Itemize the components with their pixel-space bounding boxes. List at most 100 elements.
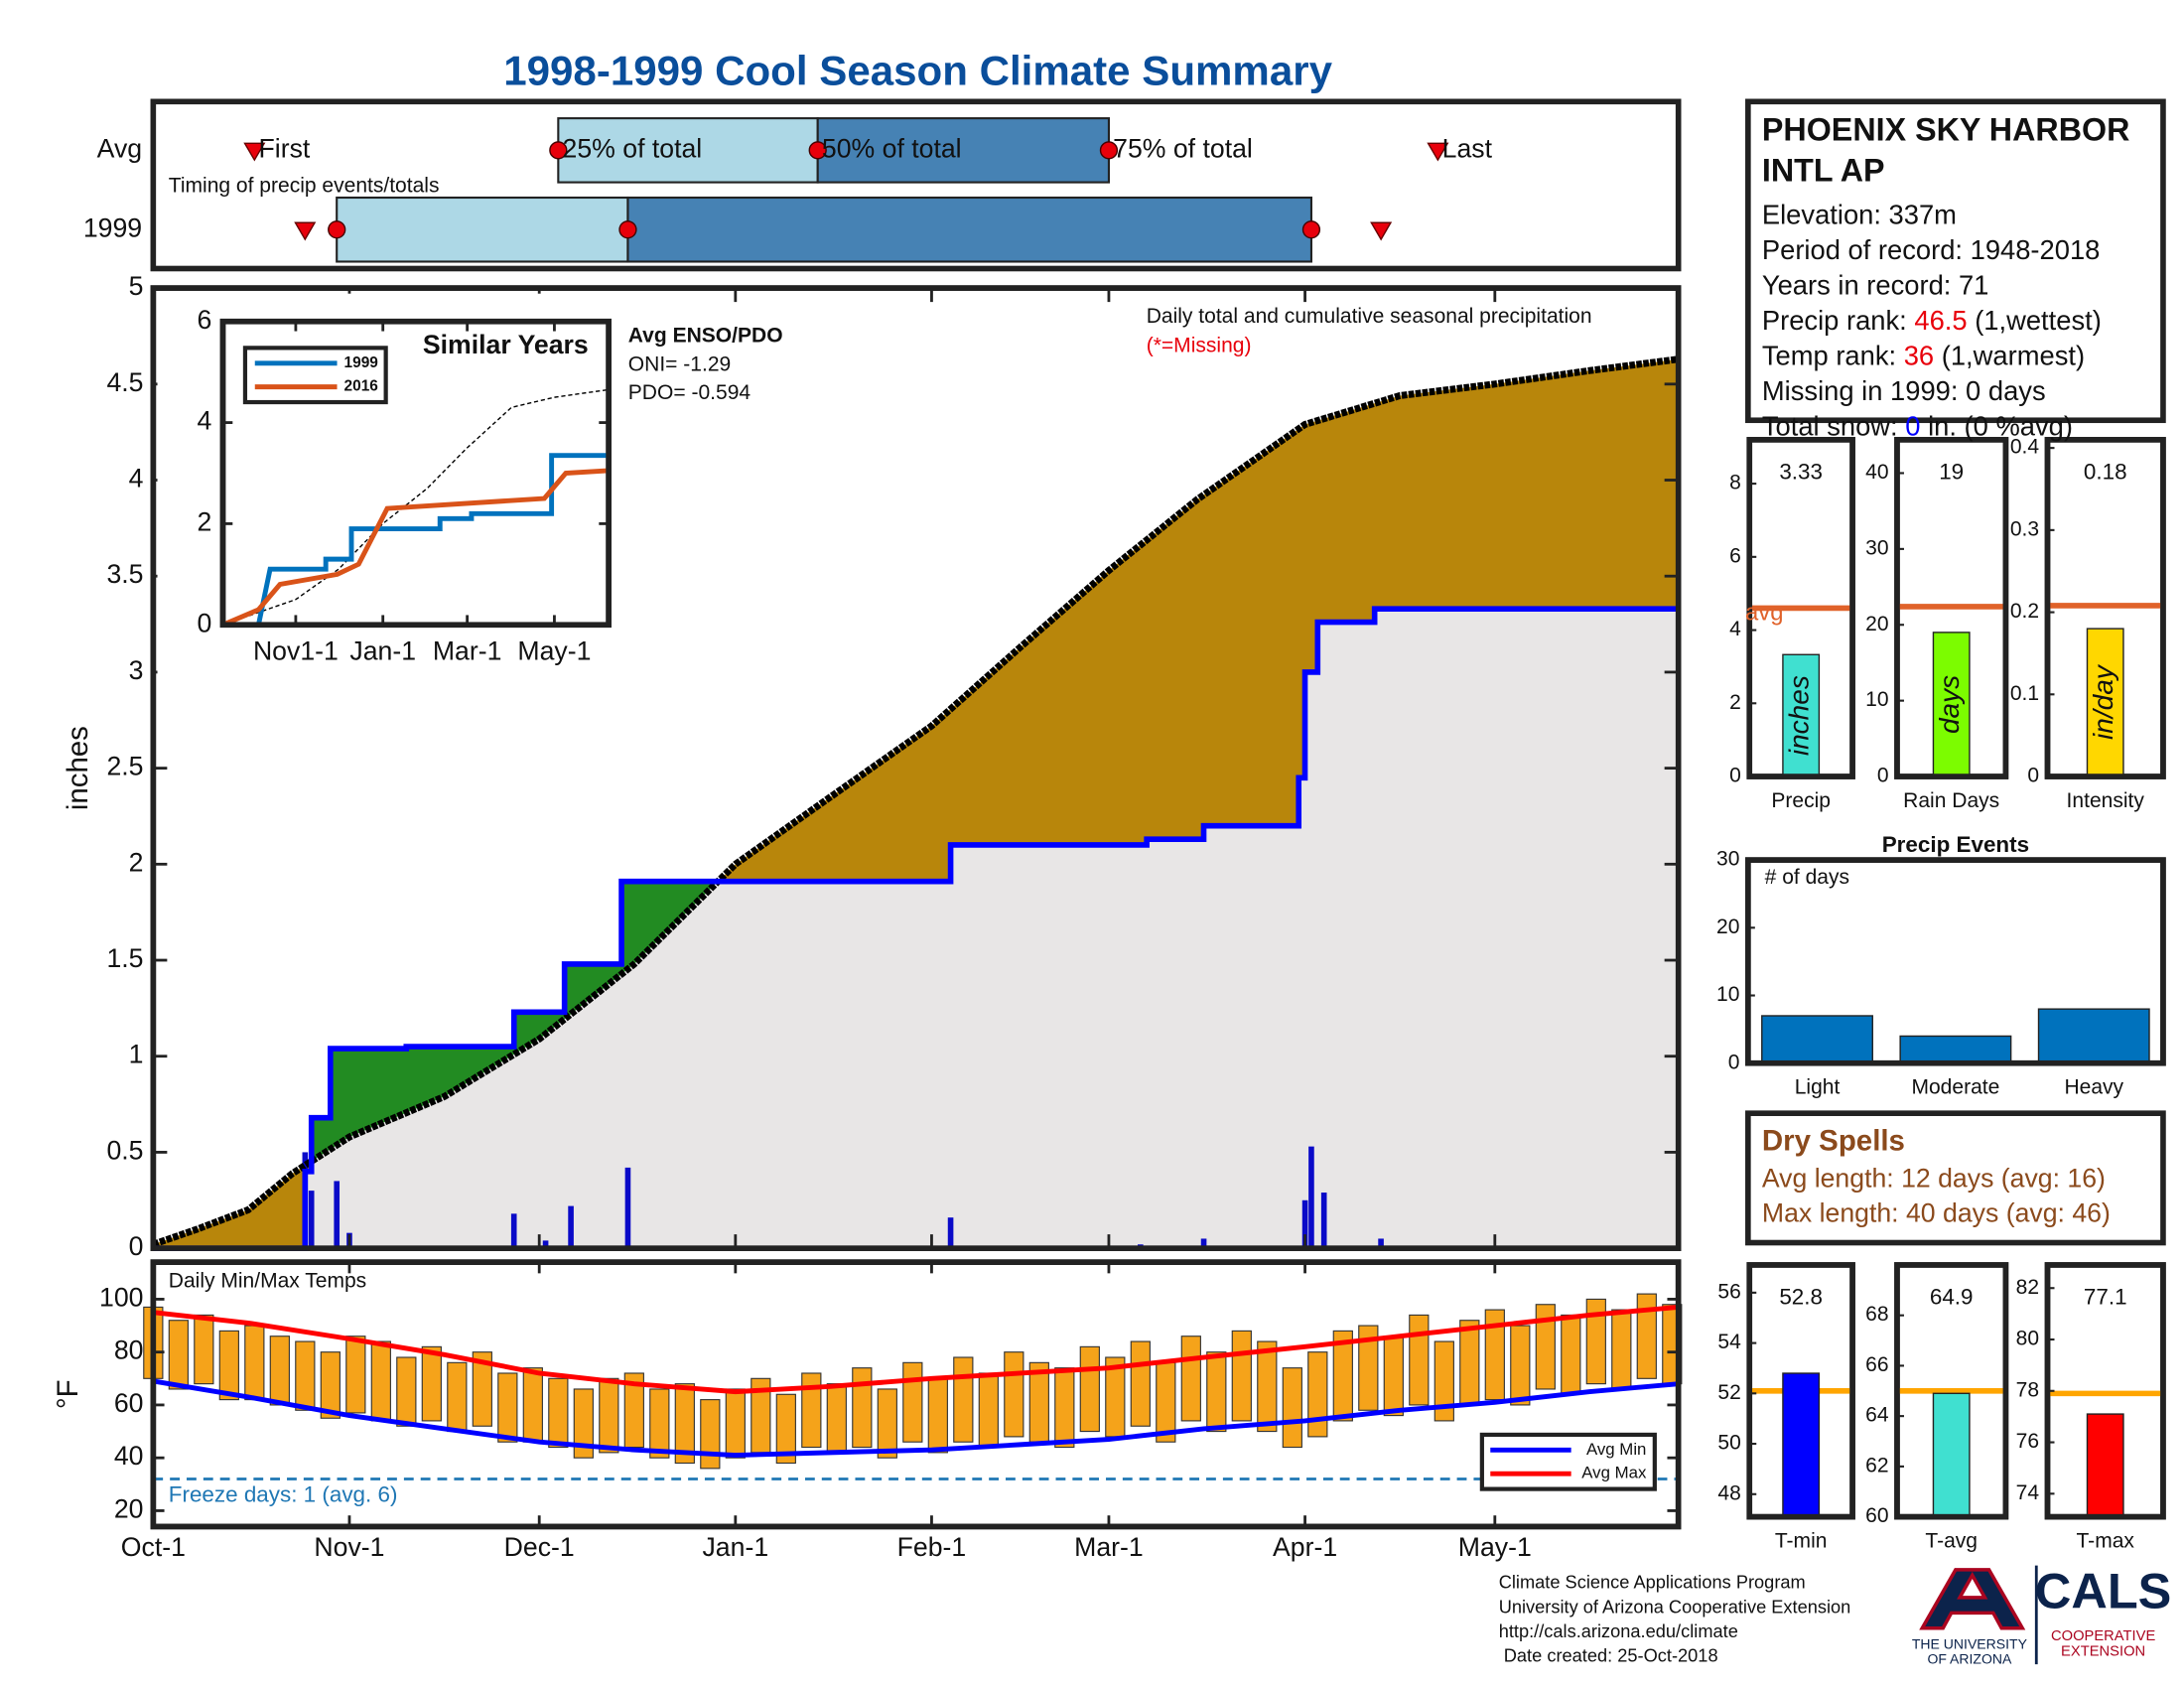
average-temp-line [152, 1378, 1679, 1458]
temp-range-bar [1433, 1340, 1454, 1422]
value-label: 64.9 [1930, 1285, 1974, 1310]
y-tick-label: 0.2 [2010, 600, 2039, 623]
daily-bar [1200, 1238, 1207, 1249]
value-label: 52.8 [1779, 1285, 1823, 1310]
legend-box [1479, 1432, 1657, 1491]
station-text: Total snow: [1762, 411, 1905, 442]
y-tick-label: 5 [129, 271, 144, 301]
value-label: 77.1 [2084, 1285, 2127, 1310]
temp-range-bar [244, 1325, 265, 1401]
legend-label: Avg Min [1586, 1440, 1646, 1459]
temp-range-bar [623, 1372, 644, 1449]
station-text: Elevation: 337m [1762, 200, 1957, 230]
temp-range-bar [472, 1351, 492, 1427]
event-marker [1370, 221, 1393, 241]
extension-name: COOPERATIVE [2051, 1628, 2155, 1644]
daily-bar [1301, 1199, 1308, 1249]
station-line: Period of record: 1948-2018 [1762, 234, 2101, 265]
category-label: Intensity [2067, 789, 2145, 812]
bar-unit-label: days [1934, 675, 1965, 734]
station-panel [1745, 98, 2166, 424]
y-tick-label: 1 [129, 1040, 144, 1069]
legend-box [242, 346, 388, 405]
daily-bar [1308, 1146, 1314, 1249]
station-name: INTL AP [1762, 152, 1885, 188]
bar [1782, 1372, 1821, 1518]
x-tick-label: Nov-1 [314, 1532, 384, 1562]
annotation: Daily total and cumulative seasonal prec… [1147, 305, 1592, 328]
y-tick-label: 4 [129, 464, 144, 493]
quartile-box [336, 196, 629, 263]
y-tick-label: 82 [2016, 1276, 2039, 1299]
y-tick-label: 0 [1877, 765, 1889, 787]
y-tick-label: 6 [197, 305, 211, 335]
station-text: Missing in 1999: 0 days [1762, 375, 2046, 406]
y-tick-label: 8 [1729, 472, 1741, 494]
temp-range-bar [1409, 1314, 1430, 1406]
quartile-box [816, 117, 1110, 184]
value-label: 0.18 [2084, 459, 2127, 484]
y-tick-label: 0 [1728, 1051, 1740, 1073]
footer-line: Climate Science Applications Program [1499, 1573, 1806, 1593]
temp-range-bar [725, 1388, 746, 1459]
temp-range-bar [1358, 1325, 1379, 1411]
station-text: Years in record: 71 [1762, 270, 1989, 301]
station-text: (1,wettest) [1968, 305, 2102, 336]
station-text: (1,warmest) [1934, 341, 2085, 371]
bar [2086, 628, 2124, 777]
temp-range-bar [1004, 1351, 1024, 1438]
station-line: Total snow: 0 in. (0 %avg) [1762, 411, 2073, 442]
event-marker [243, 142, 266, 162]
x-tick-label: Dec-1 [504, 1532, 575, 1562]
y-tick-label: 0 [129, 1231, 144, 1261]
average-cumulative-line [152, 355, 1680, 1248]
temp-range-bar [295, 1340, 316, 1411]
marker-label: 25% of total [563, 133, 703, 163]
marker-label: 75% of total [1113, 133, 1253, 163]
temp-range-bar [1332, 1330, 1353, 1422]
legend-label: Avg Max [1581, 1464, 1647, 1482]
annotation: Timing of precip events/totals [169, 174, 440, 197]
dry-spell-title: Dry Spells [1762, 1124, 1905, 1157]
station-name: PHOENIX SKY HARBOR [1762, 112, 2130, 148]
x-tick-label: Feb-1 [897, 1532, 967, 1562]
y-tick-label: 2.5 [106, 752, 143, 781]
category-label: Light [1795, 1076, 1841, 1099]
temp-range-bar [396, 1356, 417, 1427]
x-tick-label: Mar-1 [1074, 1532, 1144, 1562]
axes-frame [219, 318, 612, 629]
temp-range-bar [497, 1372, 518, 1443]
temp-range-bar [345, 1336, 366, 1414]
temp-range-bar [269, 1336, 290, 1406]
y-tick-label: 0 [1729, 765, 1741, 787]
temp-range-bar [674, 1383, 695, 1465]
axes-frame [1745, 857, 2166, 1066]
total-marker [808, 141, 827, 160]
y-tick-label: 60 [1865, 1504, 1888, 1527]
y-tick-label: 0 [2027, 765, 2039, 787]
category-label: Rain Days [1903, 789, 1999, 812]
total-marker [549, 141, 568, 160]
temp-range-bar [877, 1388, 897, 1459]
freeze-label: Freeze days: 1 (avg. 6) [169, 1482, 398, 1507]
daily-bar [510, 1213, 517, 1249]
y-tick-label: 0.5 [106, 1135, 143, 1165]
station-text: 0 [1905, 411, 1920, 442]
station-line: Elevation: 337m [1762, 200, 1957, 230]
axes-frame [1746, 437, 1855, 779]
temp-range-bar [1231, 1330, 1252, 1422]
temp-range-bar [649, 1388, 670, 1459]
x-tick-label: Jan-1 [349, 635, 416, 665]
y-axis-label: °F [52, 1379, 84, 1409]
y-tick-label: 20 [114, 1493, 144, 1523]
category-label: T-min [1775, 1529, 1828, 1552]
temp-range-bar [852, 1367, 873, 1449]
event-marker [294, 221, 317, 241]
daily-bar [1378, 1238, 1384, 1249]
x-tick-label: Apr-1 [1273, 1532, 1337, 1562]
average-label: avg [1745, 599, 1783, 626]
y-tick-label: 0 [197, 608, 211, 637]
temp-range-bar [599, 1377, 619, 1454]
season-cumulative-line [153, 606, 1679, 1251]
